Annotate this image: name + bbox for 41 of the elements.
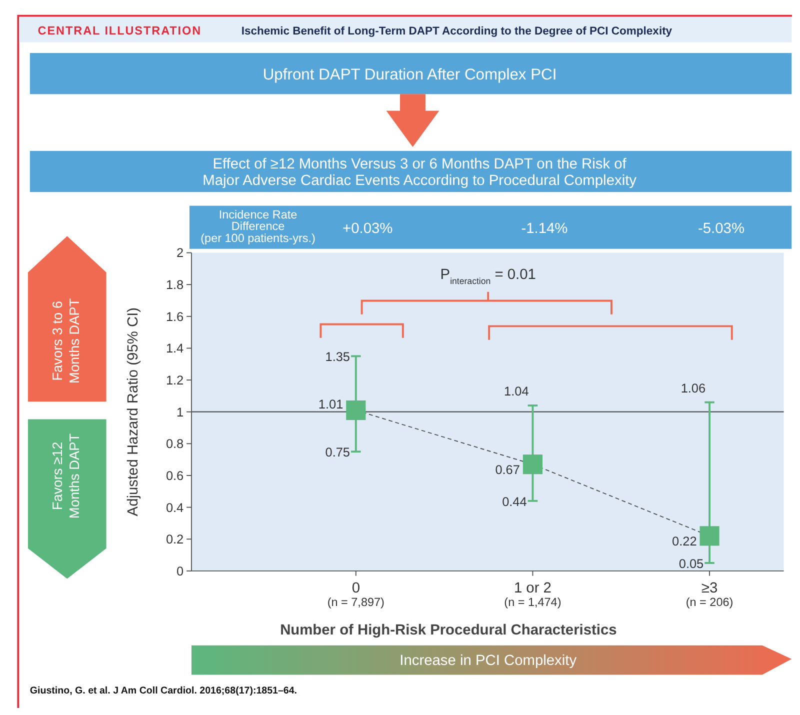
y-tick-label: 1.4	[166, 340, 184, 356]
x-axis-title: Number of High-Risk Procedural Characteristics	[280, 622, 617, 639]
y-tick-label: 0	[176, 563, 184, 578]
point	[522, 454, 542, 474]
chart-subtitle: Upfront DAPT Duration After Complex PCI	[262, 66, 557, 84]
y-tick-label: 0.6	[166, 468, 184, 483]
text: Giustino, G. et al. J Am Coll Cardiol. 2016;68(17):1851–64.	[30, 685, 298, 696]
y-tick-label: 2	[176, 245, 184, 260]
annotation: 1.04	[504, 384, 529, 399]
annotation: 0.75	[325, 444, 350, 460]
data-label: 1.01	[318, 396, 344, 412]
text: +0.03%	[342, 221, 393, 238]
y-tick-label: 1.8	[166, 277, 184, 292]
text: Effect of ≥12 Months Versus 3 or 6 Months DAPT on the Risk of Major Adverse Cardiac Events According to Procedural Complexity	[202, 156, 638, 190]
y-tick-label: 0.2	[166, 532, 184, 547]
annotation: P$_{interaction}$ = 0.01	[440, 267, 536, 286]
text: Favors 3 to 6 Months DAPT	[50, 298, 82, 384]
text: Favors ≥12 Months DAPT	[50, 432, 82, 519]
text: -1.14%	[521, 221, 568, 238]
y-tick-label: 1.2	[166, 372, 184, 388]
y-tick-label: 0.8	[166, 436, 184, 452]
data-label: 0.67	[495, 462, 520, 478]
x-tick-label: 0 (n = 7,897)	[327, 580, 385, 610]
x-tick-label: ≥3 (n = 206)	[686, 580, 734, 610]
y-tick-label: 1.6	[166, 308, 184, 324]
text: CENTRAL ILLUSTRATION	[38, 24, 202, 38]
text: -5.03%	[698, 221, 745, 238]
x-tick-label: 1 or 2 (n = 1,474)	[504, 580, 562, 610]
y-axis-title: Adjusted Hazard Ratio (95% CI)	[126, 307, 142, 516]
y-tick-label: 0.4	[166, 500, 184, 515]
text: Incidence Rate Difference (per 100 patients-yrs.)	[200, 208, 316, 245]
annotation: 1.35	[325, 349, 350, 364]
text: Increase in PCI Complexity	[400, 652, 578, 669]
annotation: 0.44	[502, 494, 527, 509]
data-label: 0.22	[672, 534, 697, 549]
annotation: 0.05	[678, 556, 704, 571]
annotation: 1.06	[680, 380, 706, 396]
y-tick-label: 1	[176, 404, 184, 420]
point	[700, 526, 720, 546]
point	[346, 400, 366, 420]
chart-title: Ischemic Benefit of Long-Term DAPT According to the Degree of PCI Complexity	[241, 25, 673, 38]
